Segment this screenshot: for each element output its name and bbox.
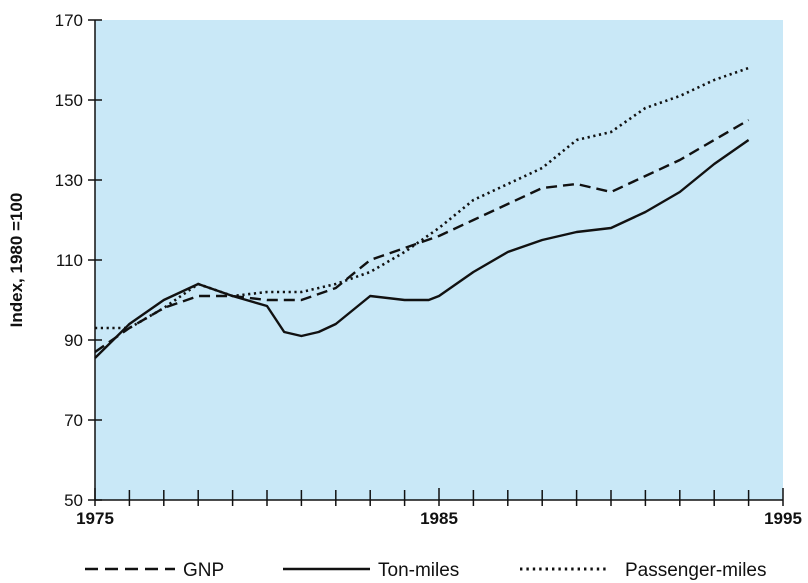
y-tick-label-130: 130	[55, 171, 83, 190]
series-line-gnp	[94, 118, 750, 353]
y-tick-label-90: 90	[64, 331, 83, 350]
y-tick-label-110: 110	[56, 251, 83, 270]
legend-label-ton-miles: Ton-miles	[378, 560, 459, 581]
y-tick-label-70: 70	[64, 411, 83, 430]
axes-layer: 50 70 90 110 130 150 170 1975 1985 1995	[55, 11, 802, 528]
legend: GNP Ton-miles Passenger-miles	[85, 560, 767, 581]
x-tick-label-1985: 1985	[420, 509, 458, 528]
y-axis-label: Index, 1980 =100	[7, 193, 26, 328]
series-layer	[94, 66, 750, 359]
legend-label-gnp: GNP	[183, 560, 224, 581]
legend-label-passenger-miles: Passenger-miles	[625, 560, 767, 581]
plot-area	[95, 20, 783, 500]
y-tick-label-50: 50	[64, 491, 83, 510]
y-tick-label-150: 150	[55, 91, 83, 110]
x-tick-label-1995: 1995	[764, 509, 802, 528]
x-tick-label-1975: 1975	[76, 509, 114, 528]
series-line-passenger-miles	[95, 66, 750, 330]
y-tick-label-170: 170	[55, 11, 83, 30]
